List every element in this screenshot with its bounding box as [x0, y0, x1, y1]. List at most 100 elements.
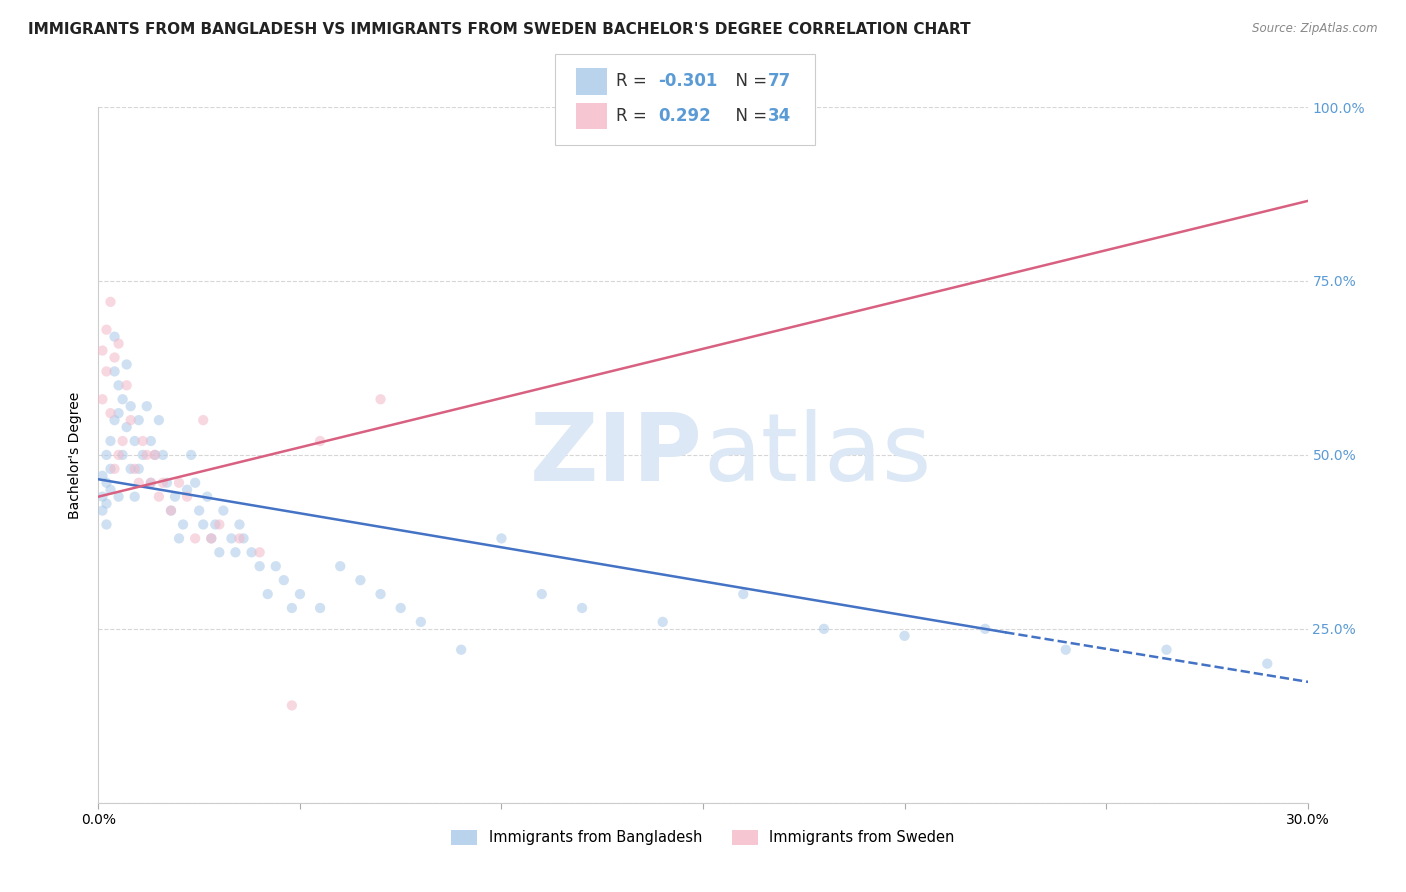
Point [450, 642, 472, 657]
Text: Source: ZipAtlas.com: Source: ZipAtlas.com [1253, 22, 1378, 36]
Point [148, 490, 170, 504]
Point [893, 629, 915, 643]
Point [91, 490, 114, 504]
Point [256, 587, 278, 601]
Point [124, 462, 146, 476]
Point [1256, 657, 1278, 671]
Point [651, 615, 673, 629]
Point [193, 517, 215, 532]
Point [103, 329, 125, 343]
Point [96, 364, 118, 378]
Point [115, 420, 138, 434]
Text: IMMIGRANTS FROM BANGLADESH VS IMMIGRANTS FROM SWEDEN BACHELOR'S DEGREE CORRELATI: IMMIGRANTS FROM BANGLADESH VS IMMIGRANTS… [28, 22, 970, 37]
Point [813, 622, 835, 636]
Point [683, 100, 706, 114]
Point [124, 434, 146, 448]
Point [167, 475, 190, 490]
Point [212, 503, 235, 517]
Point [240, 545, 263, 559]
Point [91, 468, 114, 483]
Point [176, 490, 198, 504]
Point [120, 399, 142, 413]
Point [349, 573, 371, 587]
Point [1156, 642, 1178, 657]
Point [200, 532, 222, 546]
Point [111, 434, 134, 448]
Point [208, 545, 231, 559]
Point [281, 601, 304, 615]
Point [152, 448, 174, 462]
Point [176, 483, 198, 497]
Point [571, 601, 593, 615]
Point [143, 448, 166, 462]
Point [139, 434, 162, 448]
Point [91, 343, 114, 358]
Point [370, 587, 392, 601]
Text: R =: R = [616, 107, 657, 125]
Point [135, 448, 157, 462]
Point [530, 587, 553, 601]
Point [228, 517, 250, 532]
Point [188, 503, 211, 517]
Point [221, 532, 243, 546]
Text: R =: R = [616, 72, 652, 90]
Point [96, 517, 118, 532]
Point [160, 503, 183, 517]
Point [1054, 642, 1077, 657]
Point [103, 462, 125, 476]
Point [107, 490, 129, 504]
Text: N =: N = [725, 107, 773, 125]
Point [184, 532, 207, 546]
Point [167, 532, 190, 546]
Point [389, 601, 412, 615]
Text: atlas: atlas [703, 409, 931, 501]
Point [128, 475, 150, 490]
Point [180, 448, 202, 462]
Point [195, 490, 218, 504]
Point [160, 503, 183, 517]
Point [281, 698, 304, 713]
Text: ZIP: ZIP [530, 409, 703, 501]
Point [193, 413, 215, 427]
Point [249, 559, 271, 574]
Point [224, 545, 246, 559]
Point [974, 622, 997, 636]
Point [148, 413, 170, 427]
Point [96, 448, 118, 462]
Legend: Immigrants from Bangladesh, Immigrants from Sweden: Immigrants from Bangladesh, Immigrants f… [446, 824, 960, 851]
Text: 77: 77 [768, 72, 792, 90]
Point [232, 532, 254, 546]
Point [273, 573, 295, 587]
Text: 34: 34 [768, 107, 792, 125]
Text: 0.292: 0.292 [658, 107, 711, 125]
Point [264, 559, 287, 574]
Point [103, 364, 125, 378]
Point [200, 532, 222, 546]
Point [91, 503, 114, 517]
Point [111, 448, 134, 462]
Point [107, 448, 129, 462]
Point [249, 545, 271, 559]
Point [156, 475, 179, 490]
Point [228, 532, 250, 546]
Point [128, 462, 150, 476]
Point [172, 517, 194, 532]
Point [120, 413, 142, 427]
Point [491, 532, 513, 546]
Point [128, 413, 150, 427]
Point [103, 413, 125, 427]
Point [288, 587, 311, 601]
Point [143, 448, 166, 462]
Point [309, 601, 332, 615]
Point [135, 399, 157, 413]
Point [100, 483, 122, 497]
Point [115, 358, 138, 372]
Point [152, 475, 174, 490]
Point [100, 462, 122, 476]
Point [409, 615, 432, 629]
Point [124, 490, 146, 504]
Point [139, 475, 162, 490]
Point [120, 462, 142, 476]
Point [96, 497, 118, 511]
Point [204, 517, 226, 532]
